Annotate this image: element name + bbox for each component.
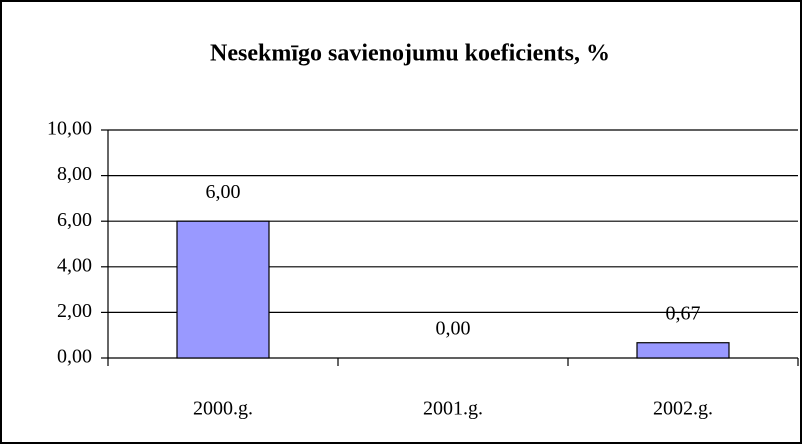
data-label: 0,00 [436,318,471,340]
y-tick-label: 8,00 [57,163,92,185]
data-label: 0,67 [666,302,701,324]
y-tick-label: 10,00 [47,118,92,140]
y-tick-label: 6,00 [57,209,92,231]
bar [636,342,730,359]
y-tick-label: 2,00 [57,300,92,322]
x-tick-label: 2000.g. [193,398,253,420]
y-tick-label: 4,00 [57,254,92,276]
chart-title: Nesekmīgo savienojumu koeficients, % [210,41,610,67]
x-tick-label: 2002.g. [653,398,713,420]
bar [176,220,270,359]
x-tick-label: 2001.g. [423,398,483,420]
y-tick-label: 0,00 [57,346,92,368]
data-label: 6,00 [206,181,241,203]
